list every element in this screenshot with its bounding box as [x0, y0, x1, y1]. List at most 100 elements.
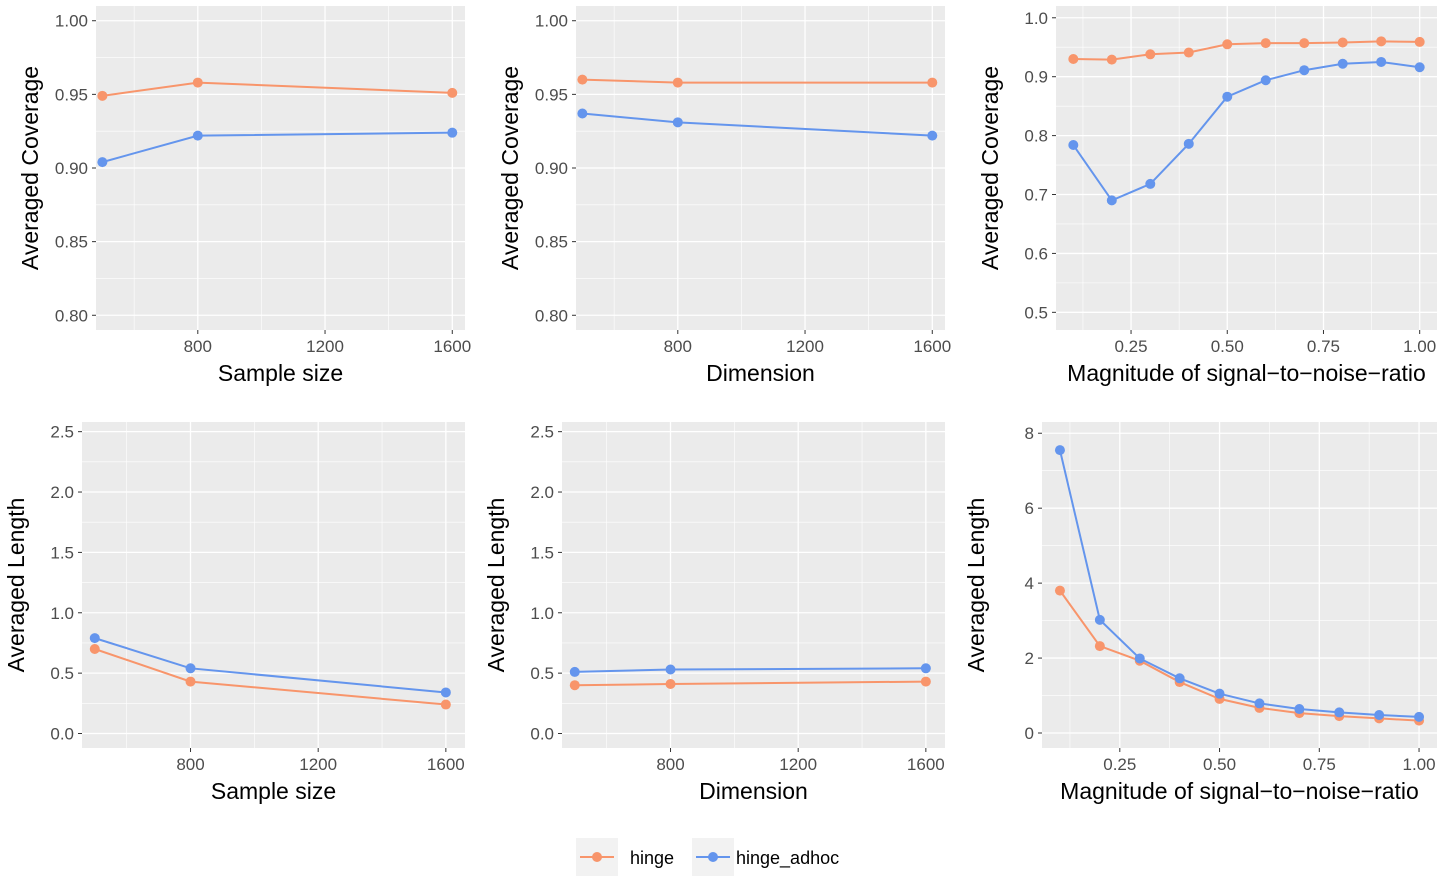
x-tick-label: 1.00	[1402, 755, 1435, 774]
panel-length-sample-size: 800 1200 1600 0.0 0.5 1.0 1.5 2.0 2.5 Sample size…	[3, 422, 465, 804]
legend-key-point	[592, 852, 602, 862]
series-line-hinge	[1073, 40, 1420, 61]
data-point-hinge	[569, 680, 580, 691]
y-axis-title: Averaged Length	[3, 498, 29, 673]
x-tick-label: 1200	[779, 755, 817, 774]
y-tick-label: 0.90	[535, 159, 568, 178]
y-tick-label: 4	[1025, 574, 1034, 593]
y-tick-label: 0.5	[50, 664, 74, 683]
panel-background	[82, 422, 465, 748]
x-axis-title: Magnitude of signal−to−noise−ratio	[1060, 778, 1419, 804]
series-hinge	[577, 74, 938, 88]
series-hinge	[569, 676, 931, 691]
data-point-hinge	[927, 77, 938, 88]
data-point-hinge_adhoc	[1299, 65, 1310, 76]
data-point-hinge_adhoc	[1260, 75, 1271, 86]
y-tick-label: 6	[1025, 499, 1034, 518]
x-tick-label: 800	[664, 337, 692, 356]
x-tick-label: 1600	[427, 755, 465, 774]
series-hinge_adhoc	[97, 127, 458, 168]
legend-key-point	[708, 852, 718, 862]
y-tick-label: 2.0	[50, 483, 74, 502]
series-hinge	[1068, 36, 1425, 65]
series-line-hinge_adhoc	[1072, 60, 1420, 202]
data-point-hinge_adhoc	[1376, 56, 1387, 67]
y-tick-label: 1.5	[50, 543, 74, 562]
series-hinge	[97, 77, 458, 101]
series-hinge_adhoc	[1068, 56, 1425, 206]
data-point-hinge	[447, 87, 458, 98]
x-tick-label: 800	[176, 755, 204, 774]
legend-label: hinge_adhoc	[736, 848, 839, 869]
data-point-hinge	[192, 77, 203, 88]
data-point-hinge	[440, 699, 451, 710]
panel-length-dimension: 800 1200 1600 0.0 0.5 1.0 1.5 2.0 2.5 Dimension Av…	[483, 422, 945, 804]
x-tick-label: 1.00	[1403, 337, 1436, 356]
y-tick-label: 2.5	[50, 423, 74, 442]
data-point-hinge_adhoc	[1174, 673, 1185, 684]
y-tick-label: 0	[1025, 724, 1034, 743]
x-axis-title: Sample size	[218, 360, 343, 386]
y-tick-label: 0.0	[50, 725, 74, 744]
panel-coverage-dimension: 800 1200 1600 0.80 0.85 0.90 0.95 1.00 Dimension…	[497, 6, 951, 386]
data-point-hinge_adhoc	[1294, 704, 1305, 715]
data-point-hinge_adhoc	[920, 663, 931, 674]
data-point-hinge_adhoc	[1254, 698, 1265, 709]
x-tick-label: 1200	[786, 337, 824, 356]
data-point-hinge_adhoc	[89, 633, 100, 644]
y-tick-label: 0.95	[55, 85, 88, 104]
x-axis-title: Dimension	[699, 778, 808, 804]
data-point-hinge_adhoc	[1145, 178, 1156, 189]
data-point-hinge	[1054, 585, 1065, 596]
panel-background	[562, 422, 945, 748]
data-point-hinge_adhoc	[1414, 711, 1425, 722]
series-hinge_adhoc	[569, 663, 931, 677]
series-line-hinge_adhoc	[1058, 449, 1420, 718]
data-point-hinge_adhoc	[447, 127, 458, 138]
data-point-hinge_adhoc	[1068, 140, 1079, 151]
x-tick-label: 1200	[299, 755, 337, 774]
x-tick-label: 0.25	[1114, 337, 1147, 356]
y-tick-label: 0.8	[1024, 127, 1048, 146]
data-point-hinge_adhoc	[1134, 653, 1145, 664]
data-point-hinge	[1222, 39, 1233, 50]
data-point-hinge_adhoc	[569, 666, 580, 677]
data-point-hinge_adhoc	[1183, 138, 1194, 149]
data-point-hinge_adhoc	[1334, 707, 1345, 718]
x-tick-label: 0.75	[1307, 337, 1340, 356]
data-point-hinge	[1299, 38, 1310, 49]
data-point-hinge	[1094, 641, 1105, 652]
y-axis-title: Averaged Coverage	[17, 66, 43, 270]
data-point-hinge	[665, 679, 676, 690]
y-tick-label: 1.0	[1024, 9, 1048, 28]
y-tick-label: 1.00	[535, 12, 568, 31]
data-point-hinge_adhoc	[665, 664, 676, 675]
panel-background	[1042, 422, 1437, 748]
y-axis-title: Averaged Coverage	[977, 66, 1003, 270]
x-tick-label: 800	[184, 337, 212, 356]
y-tick-label: 0.80	[535, 306, 568, 325]
data-point-hinge	[577, 74, 588, 85]
series-hinge_adhoc	[89, 633, 451, 698]
y-tick-label: 0.90	[55, 159, 88, 178]
data-point-hinge_adhoc	[1054, 445, 1065, 456]
data-point-hinge	[1414, 36, 1425, 47]
x-tick-label: 1200	[306, 337, 344, 356]
data-point-hinge	[1145, 49, 1156, 60]
panel-coverage-snr: 0.25 0.50 0.75 1.00 0.5 0.6 0.7 0.8 0.9 1.0 Magnit…	[977, 6, 1437, 386]
legend-item-hinge: hinge	[576, 838, 674, 876]
data-point-hinge	[1376, 36, 1387, 47]
data-point-hinge_adhoc	[1222, 91, 1233, 102]
x-tick-label: 0.75	[1303, 755, 1336, 774]
y-tick-label: 0.85	[55, 233, 88, 252]
data-point-hinge_adhoc	[192, 130, 203, 141]
data-point-hinge_adhoc	[1214, 688, 1225, 699]
data-point-hinge_adhoc	[577, 108, 588, 119]
data-point-hinge	[89, 643, 100, 654]
series-hinge_adhoc	[1054, 445, 1425, 722]
y-tick-label: 1.00	[55, 12, 88, 31]
y-tick-label: 0.7	[1024, 186, 1048, 205]
data-point-hinge_adhoc	[440, 687, 451, 698]
